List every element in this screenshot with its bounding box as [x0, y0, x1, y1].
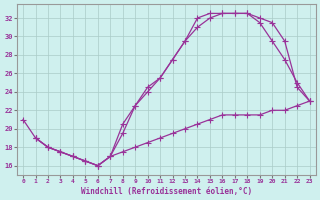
- X-axis label: Windchill (Refroidissement éolien,°C): Windchill (Refroidissement éolien,°C): [81, 187, 252, 196]
